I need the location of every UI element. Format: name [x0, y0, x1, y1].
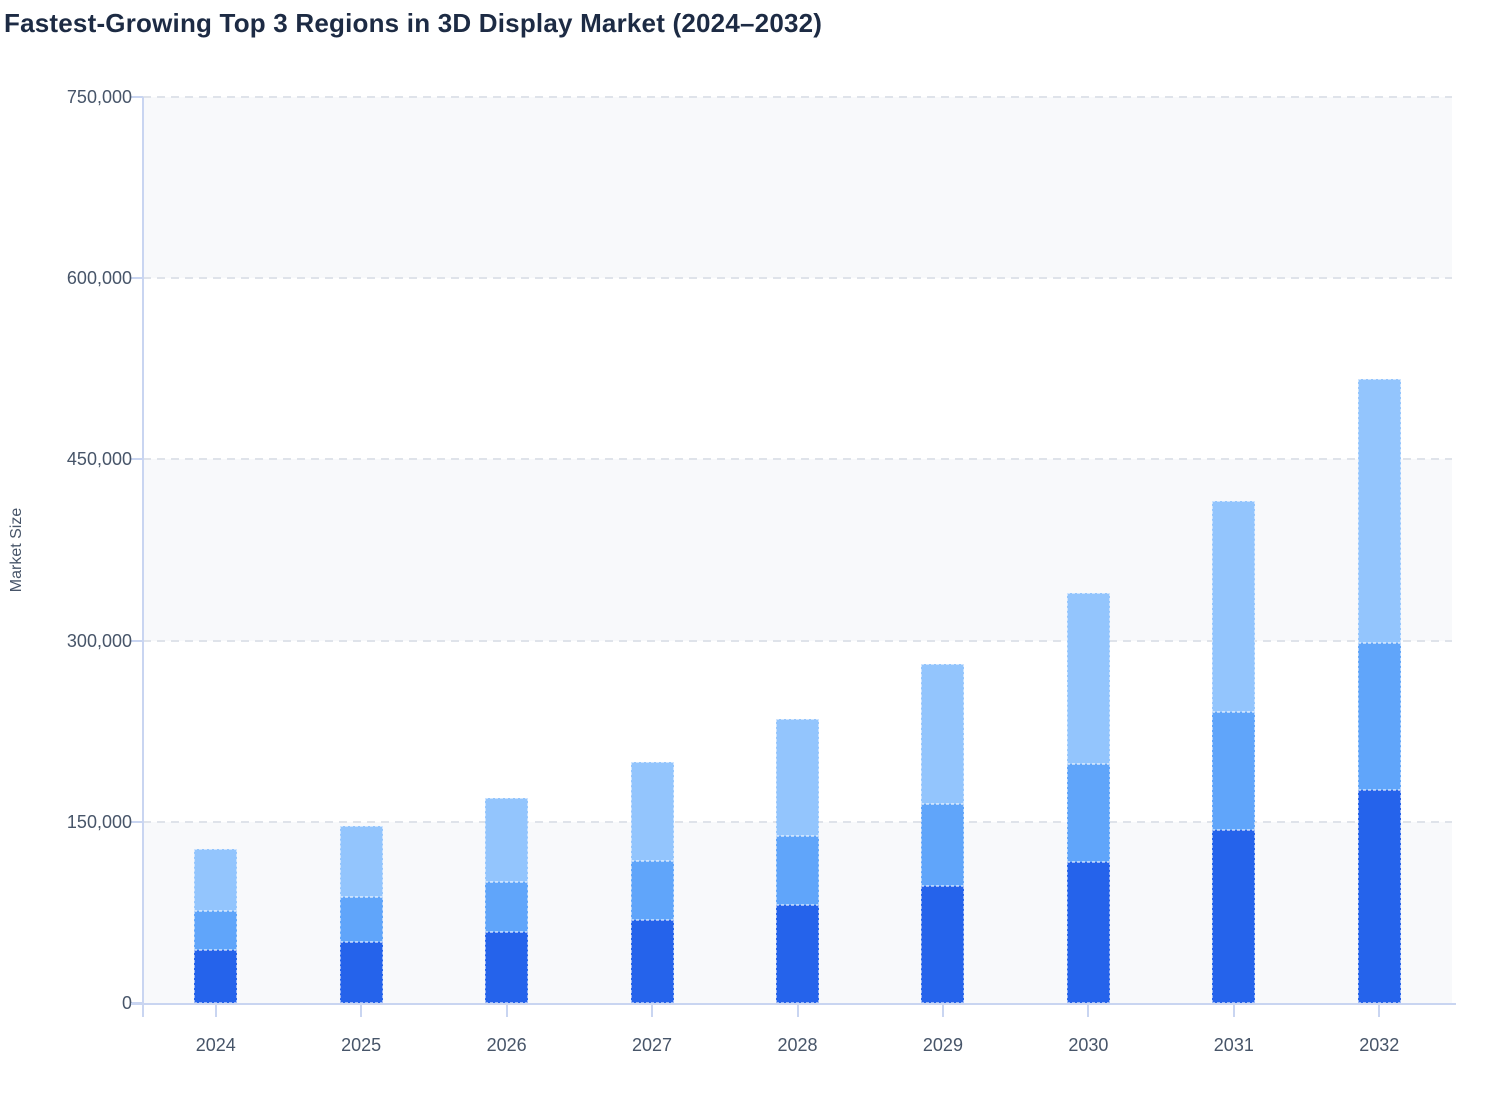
- bar-2025-segment-1[interactable]: [339, 941, 383, 1003]
- x-axis-tick: [214, 1005, 217, 1017]
- x-axis-tick: [796, 1005, 799, 1017]
- x-tick-label-2024: 2024: [195, 1035, 236, 1055]
- bar-2027-segment-3[interactable]: [630, 762, 674, 862]
- x-tick-label-2030: 2030: [1068, 1035, 1109, 1055]
- bar-2031-segment-3[interactable]: [1212, 501, 1256, 712]
- x-tick-label-2031: 2031: [1213, 1035, 1254, 1055]
- x-axis-tick: [505, 1005, 508, 1017]
- gridline-300000: [143, 639, 1452, 642]
- bar-2028-segment-1[interactable]: [776, 904, 819, 1003]
- y-tick-label-450000: 450,000: [66, 449, 132, 470]
- bar-2024-segment-3[interactable]: [194, 848, 238, 911]
- bar-2032-segment-2[interactable]: [1357, 643, 1401, 790]
- x-tick-label-2032: 2032: [1359, 1035, 1400, 1055]
- bar-2024-segment-2[interactable]: [194, 910, 238, 951]
- bar-2026-segment-3[interactable]: [485, 797, 529, 883]
- x-tick-label-2027: 2027: [632, 1035, 673, 1055]
- bar-2030-segment-3[interactable]: [1066, 592, 1110, 765]
- bar-2024-segment-1[interactable]: [194, 950, 238, 1003]
- bar-2025-segment-2[interactable]: [339, 897, 383, 942]
- y-tick-label-600000: 600,000: [66, 268, 132, 289]
- y-tick-label-150000: 150,000: [66, 811, 132, 832]
- bar-2029-segment-2[interactable]: [921, 804, 965, 887]
- y-axis-tick: [130, 277, 143, 280]
- bar-2032-segment-3[interactable]: [1357, 379, 1401, 643]
- bar-2029-segment-3[interactable]: [921, 663, 965, 805]
- y-axis-tick: [130, 639, 143, 642]
- bar-2025-segment-3[interactable]: [339, 826, 383, 898]
- chart-title: Fastest-Growing Top 3 Regions in 3D Disp…: [4, 8, 823, 38]
- plot-area: [143, 96, 1452, 1003]
- x-axis-line: [131, 1003, 1456, 1005]
- gridline-600000: [143, 277, 1452, 280]
- y-axis-line: [142, 97, 144, 1017]
- x-axis-tick: [360, 1005, 363, 1017]
- x-axis-tick: [941, 1005, 944, 1017]
- x-tick-label-2028: 2028: [777, 1035, 818, 1055]
- y-axis-title: Market Size: [8, 507, 25, 593]
- bar-2027-segment-1[interactable]: [630, 920, 674, 1003]
- x-axis-tick: [651, 1005, 654, 1017]
- x-tick-label-2029: 2029: [922, 1035, 963, 1055]
- y-axis-tick: [130, 820, 143, 823]
- y-axis-tick: [130, 458, 143, 461]
- gridline-450000: [143, 458, 1452, 461]
- background-band: [143, 97, 1452, 279]
- x-tick-label-2026: 2026: [486, 1035, 527, 1055]
- bar-2029-segment-1[interactable]: [921, 886, 965, 1003]
- x-axis-tick: [1232, 1005, 1235, 1017]
- gridline-750000: [143, 96, 1452, 98]
- bar-2030-segment-2[interactable]: [1066, 764, 1110, 863]
- bar-2028-segment-2[interactable]: [776, 835, 819, 905]
- y-tick-label-300000: 300,000: [66, 630, 132, 651]
- y-axis-tick: [130, 96, 143, 98]
- bar-2030-segment-1[interactable]: [1066, 862, 1110, 1003]
- background-band: [143, 459, 1452, 641]
- x-axis-tick: [1087, 1005, 1090, 1017]
- bar-2031-segment-1[interactable]: [1212, 830, 1256, 1003]
- bar-2027-segment-2[interactable]: [630, 861, 674, 921]
- bar-2031-segment-2[interactable]: [1212, 711, 1256, 831]
- y-tick-label-0: 0: [121, 993, 132, 1013]
- x-tick-label-2025: 2025: [341, 1035, 382, 1055]
- bar-2028-segment-3[interactable]: [776, 719, 819, 836]
- bar-2026-segment-1[interactable]: [485, 932, 529, 1003]
- bar-2026-segment-2[interactable]: [485, 882, 529, 933]
- y-tick-label-750000: 750,000: [66, 87, 132, 107]
- x-axis-tick: [1378, 1005, 1381, 1017]
- bar-2032-segment-1[interactable]: [1357, 789, 1401, 1003]
